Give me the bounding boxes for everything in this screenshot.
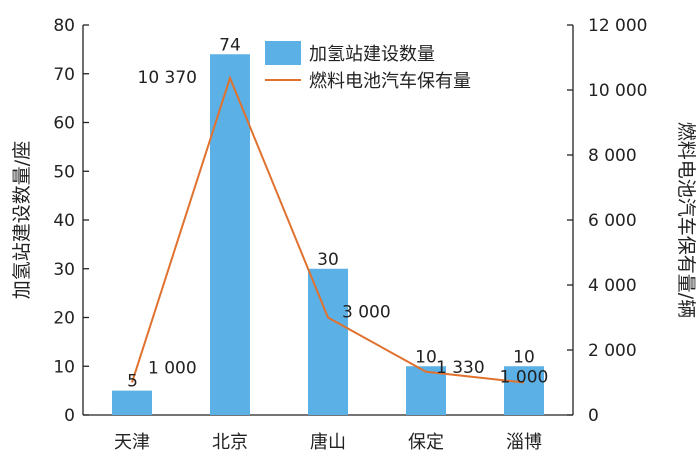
x-tick-label: 保定	[408, 432, 444, 453]
legend-line-label: 燃料电池汽车保有量	[309, 71, 471, 92]
y-tick-label: 10	[53, 357, 75, 377]
y-tick-label: 0	[64, 406, 75, 426]
bar	[308, 268, 348, 415]
bar-series	[112, 54, 544, 415]
line-value-label: 3 000	[342, 303, 391, 323]
line-series	[131, 75, 525, 384]
y2-axis-title: 燃料电池汽车保有量/辆	[675, 122, 697, 318]
bar	[210, 54, 250, 415]
x-tick-label: 北京	[212, 432, 248, 453]
y-tick-label: 40	[53, 211, 75, 231]
x-tick-label: 天津	[114, 432, 150, 453]
y-axis-title: 加氢站建设数量/座	[11, 141, 33, 299]
line-value-label: 1 000	[148, 359, 197, 379]
line-value-label: 1 330	[436, 358, 485, 378]
axes: 0 10 20 30 40 50 60 70 80 0 2 000 4 000 6 000 8 000 10…	[53, 16, 647, 453]
x-tick-label: 唐山	[310, 432, 346, 453]
y2-tick-label: 6 000	[588, 211, 637, 231]
line-value-label: 1 000	[500, 368, 549, 388]
y-tick-label: 70	[53, 65, 75, 85]
y-tick-label: 30	[53, 260, 75, 280]
y2-tick-label: 8 000	[588, 146, 637, 166]
bar-value-label: 74	[219, 35, 241, 55]
y2-tick-label: 4 000	[588, 276, 637, 296]
y2-tick-label: 12 000	[588, 16, 647, 36]
bar-value-label: 10	[513, 347, 535, 367]
bar-value-label: 5	[127, 372, 138, 392]
y-tick-label: 60	[53, 114, 75, 134]
y-tick-label: 80	[53, 16, 75, 36]
y-tick-label: 50	[53, 162, 75, 182]
bar	[504, 366, 544, 415]
legend-bar-label: 加氢站建设数量	[309, 44, 435, 65]
bar	[406, 366, 446, 415]
bar-value-label: 10	[415, 347, 437, 367]
line-path	[131, 75, 525, 384]
y2-tick-label: 0	[588, 406, 599, 426]
line-value-label: 10 370	[138, 68, 197, 88]
legend-bar-swatch	[265, 41, 301, 65]
bar-value-label: 30	[317, 250, 339, 270]
y2-tick-label: 2 000	[588, 341, 637, 361]
y2-tick-label: 10 000	[588, 81, 647, 101]
x-tick-label: 淄博	[506, 432, 542, 453]
legend: 加氢站建设数量 燃料电池汽车保有量	[265, 41, 471, 92]
bar	[112, 390, 152, 415]
y-tick-label: 20	[53, 309, 75, 329]
